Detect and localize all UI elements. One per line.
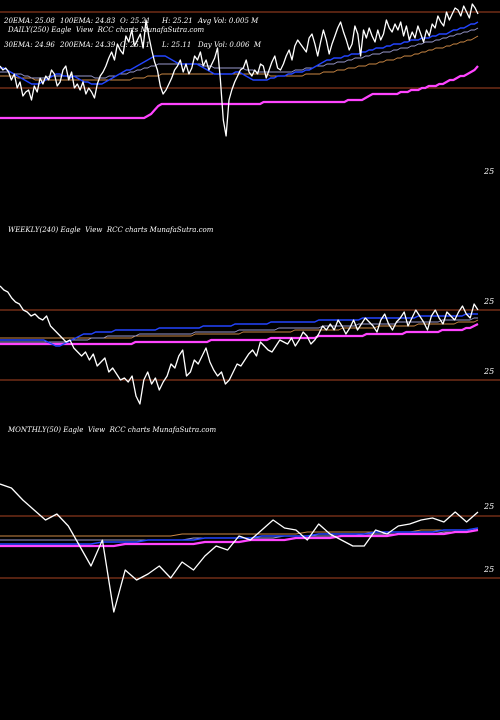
open-readout: O: 25.21: [120, 17, 151, 25]
ema20-readout: 20EMA: 25.08: [4, 17, 55, 25]
high-readout: H: 25.21: [162, 17, 193, 25]
ema100-readout: 100EMA: 24.83: [60, 17, 116, 25]
weekly-tick-label-0: 25: [483, 297, 494, 306]
header-col4: H: 25.21 L: 25.11: [162, 1, 193, 57]
monthly-ema-fast-line: [0, 527, 479, 545]
weekly-tick-label-1: 25: [483, 367, 494, 376]
ema200-readout: 200EMA: 24.39: [60, 41, 116, 49]
weekly-ema-mid-line: [0, 319, 479, 339]
daily-ema-long-line: [0, 65, 479, 120]
header-col5: Avg Vol: 0.005 M Day Vol: 0.006 M: [198, 1, 261, 57]
monthly-price-line: [0, 483, 479, 613]
header-left-col1: 20EMA: 25.08 30EMA: 24.96: [4, 1, 55, 57]
weekly-panel-title: WEEKLY(240) Eagle View RCC charts Munafa…: [8, 226, 214, 234]
daily-ema-slow-line: [0, 27, 479, 79]
low-readout: L: 25.11: [162, 41, 192, 49]
daily-tick-label-0: 25: [483, 167, 494, 176]
weekly-price-line: [0, 285, 479, 405]
monthly-tick-label-1: 25: [483, 565, 494, 574]
monthly-panel-title: MONTHLY(50) Eagle View RCC charts Munafa…: [8, 426, 217, 434]
weekly-ema-fast-line: [0, 313, 478, 347]
avg-vol-readout: Avg Vol: 0.005 M: [198, 17, 259, 25]
daily-price-line: [0, 3, 479, 137]
ema30-readout: 30EMA: 24.96: [4, 41, 55, 49]
monthly-tick-label-0: 25: [483, 502, 494, 511]
weekly-ema-slow-line: [0, 317, 478, 343]
header-col2: 100EMA: 24.83 200EMA: 24.39: [60, 1, 115, 57]
weekly-ema-long-line: [0, 323, 479, 346]
day-vol-readout: Day Vol: 0.006 M: [198, 41, 262, 49]
daily-panel-title: DAILY(250) Eagle View RCC charts MunafaS…: [8, 26, 205, 34]
